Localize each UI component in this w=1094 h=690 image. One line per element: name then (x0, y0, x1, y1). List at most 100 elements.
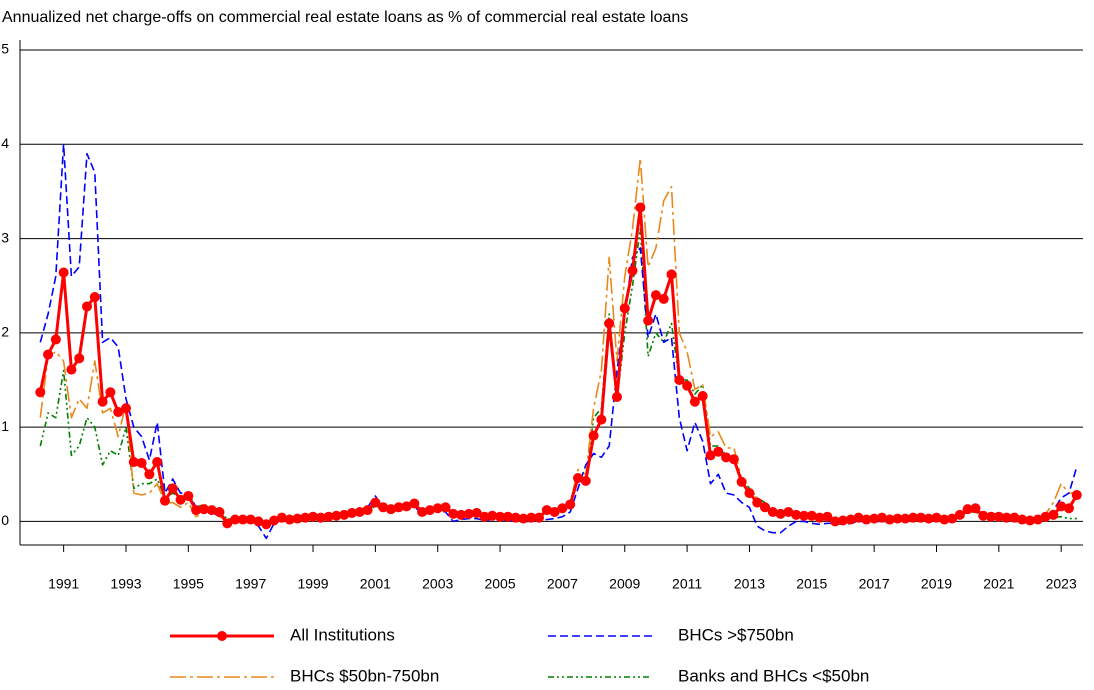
x-tick-label: 2007 (547, 576, 578, 592)
data-point (1040, 511, 1051, 522)
x-tick-label: 2017 (859, 576, 890, 592)
data-point (424, 505, 435, 516)
data-point (697, 391, 708, 402)
data-point (479, 511, 490, 522)
data-point (409, 498, 420, 509)
data-point (66, 364, 77, 375)
data-point (721, 452, 732, 463)
data-point (572, 473, 583, 484)
data-point (931, 512, 942, 523)
data-point (557, 503, 568, 514)
data-point (736, 476, 747, 487)
data-point (43, 349, 54, 360)
legend-label: All Institutions (290, 625, 395, 644)
x-tick-label: 1995 (173, 576, 204, 592)
data-point (417, 507, 428, 517)
data-point (853, 512, 864, 523)
data-point (495, 511, 506, 522)
data-point (518, 513, 529, 524)
data-point (767, 507, 778, 517)
data-point (191, 505, 202, 516)
x-tick-label: 2023 (1046, 576, 1077, 592)
data-point (214, 507, 225, 517)
data-point (580, 475, 591, 486)
y-tick-label: 5 (1, 41, 9, 57)
y-tick-label: 2 (1, 324, 9, 340)
data-point (128, 457, 139, 468)
data-point (986, 511, 997, 522)
x-tick-label: 2019 (921, 576, 952, 592)
series-line (38, 206, 1079, 526)
data-point (752, 497, 763, 508)
data-point (1009, 512, 1020, 523)
data-point (74, 353, 85, 364)
x-tick-label: 1993 (110, 576, 141, 592)
data-point (970, 503, 981, 514)
data-point (370, 497, 381, 508)
data-point (183, 490, 194, 501)
data-point (939, 514, 950, 525)
x-tick-label: 2005 (484, 576, 515, 592)
data-point (463, 508, 474, 519)
chart-title: Annualized net charge-offs on commercial… (2, 9, 688, 26)
data-point (1063, 503, 1074, 514)
series-line (39, 157, 1077, 525)
data-point (432, 503, 443, 514)
data-point (962, 504, 973, 515)
data-point (253, 516, 264, 527)
data-point (713, 446, 724, 457)
data-point (845, 514, 856, 525)
x-tick-label: 2015 (796, 576, 827, 592)
data-point (1071, 490, 1082, 501)
data-point (245, 514, 256, 525)
data-point (861, 514, 872, 525)
data-point (783, 507, 794, 517)
data-point (611, 391, 622, 402)
data-point (471, 507, 482, 518)
data-point (35, 387, 46, 398)
data-point (689, 396, 700, 407)
data-point (775, 508, 786, 519)
legend-label: Banks and BHCs <$50bn (678, 666, 869, 685)
data-point (276, 512, 287, 523)
y-tick-label: 4 (1, 135, 9, 151)
y-tick-label: 0 (1, 512, 9, 528)
x-tick-label: 1999 (297, 576, 328, 592)
data-point (50, 334, 61, 345)
data-point (1056, 501, 1067, 512)
data-point (588, 430, 599, 441)
data-point (549, 507, 560, 517)
data-point (230, 514, 241, 525)
x-tick-label: 2021 (983, 576, 1014, 592)
y-tick-label: 1 (1, 418, 9, 434)
data-point (643, 315, 654, 326)
x-tick-label: 1991 (48, 576, 79, 592)
data-point (760, 502, 771, 513)
data-point (284, 514, 295, 525)
series-line (39, 143, 1078, 540)
data-point (105, 387, 116, 398)
data-point (315, 512, 326, 523)
data-point (378, 502, 389, 513)
data-point (565, 499, 576, 510)
series-line (39, 228, 1077, 523)
data-point (915, 512, 926, 523)
data-point (635, 202, 646, 213)
data-point (159, 495, 170, 506)
legend-label: BHCs >$750bn (678, 625, 794, 644)
data-point (82, 301, 93, 312)
data-point (89, 292, 100, 303)
data-point (666, 269, 677, 280)
data-point (510, 512, 521, 523)
data-point (526, 512, 537, 523)
data-point (175, 494, 186, 505)
x-tick-label: 1997 (235, 576, 266, 592)
data-point (339, 509, 350, 520)
data-point (113, 407, 124, 418)
data-point (604, 318, 615, 329)
data-point (300, 512, 311, 523)
x-tick-label: 2013 (734, 576, 765, 592)
data-point (502, 511, 513, 522)
data-point (1048, 509, 1059, 520)
data-point (830, 516, 841, 527)
